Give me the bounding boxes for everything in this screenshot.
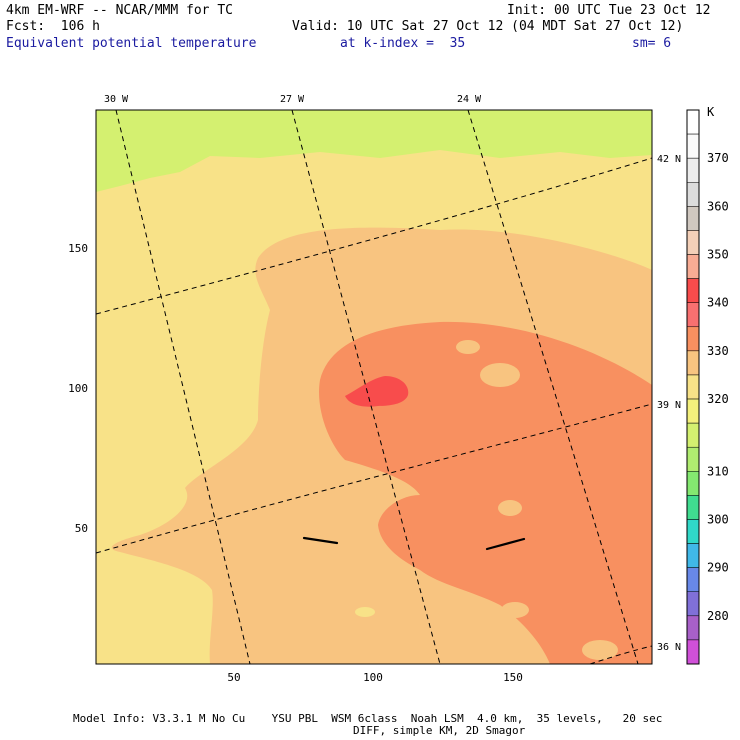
colorbar-label: 290 (707, 561, 729, 575)
k-index-label: at k-index = 35 (340, 36, 466, 51)
colorbar-label: 350 (707, 248, 729, 262)
colorbar-label: 280 (707, 609, 729, 623)
colorbar-label: 320 (707, 392, 729, 406)
meridian-27w (291, 110, 441, 664)
colorbar-swatch (686, 133, 700, 159)
colorbar-swatch (686, 639, 700, 665)
colorbar-label: 310 (707, 464, 729, 478)
model-title: 4km EM-WRF -- NCAR/MMM for TC (6, 3, 233, 18)
colorbar-swatch (686, 591, 700, 617)
colorbar-label: 330 (707, 344, 729, 358)
smoothing-label: sm= 6 (632, 36, 672, 51)
colorbar-swatch (686, 230, 700, 255)
graticule (96, 110, 652, 664)
colorbar-swatch (686, 109, 700, 135)
colorbar-swatch (686, 206, 700, 231)
colorbar-swatch (686, 350, 700, 376)
field-340-core (345, 376, 409, 407)
field-hole-6 (355, 607, 375, 617)
x-tick-50: 50 (227, 671, 240, 684)
colorbar-swatch (686, 543, 700, 568)
plot-frame (95, 109, 653, 665)
field-name: Equivalent potential temperature (6, 36, 257, 51)
wind-barb-2 (485, 537, 526, 551)
model-info-line1: Model Info: V3.3.1 M No Cu YSU PBL WSM 6… (73, 712, 663, 725)
y-tick-100: 100 (68, 382, 88, 395)
lon-label-24w: 24 W (457, 94, 482, 105)
colorbar-swatch (686, 519, 700, 544)
lat-label-36n: 36 N (657, 642, 681, 653)
colorbar-swatch (686, 278, 700, 303)
field-hole-3 (498, 500, 522, 516)
wind-barb-1 (302, 536, 339, 545)
meridian-24w (467, 110, 639, 664)
colorbar-swatch (686, 567, 700, 592)
colorbar-swatch (686, 182, 700, 207)
colorbar-swatch (686, 615, 700, 641)
lat-label-42n: 42 N (657, 154, 681, 165)
colorbar-label: 340 (707, 296, 729, 310)
lon-label-30w: 30 W (104, 94, 129, 105)
field-hole-2 (456, 340, 480, 354)
field-330-region (319, 321, 652, 664)
y-tick-150: 150 (68, 242, 88, 255)
colorbar-label: 300 (707, 512, 729, 526)
colorbar-label: 370 (707, 151, 729, 165)
lon-label-27w: 27 W (280, 94, 305, 105)
x-tick-100: 100 (363, 671, 383, 684)
field-hole-5 (582, 640, 618, 660)
colorbar: 370 360 350 340 330 320 310 300 290 280 (686, 109, 729, 665)
forecast-hour: Fcst: 106 h (6, 19, 100, 34)
valid-time: Valid: 10 UTC Sat 27 Oct 12 (04 MDT Sat … (292, 19, 684, 34)
colorbar-swatch (686, 326, 700, 352)
colorbar-swatch (686, 422, 700, 448)
colorbar-swatch (686, 157, 700, 183)
wind-barbs (302, 536, 526, 551)
colorbar-swatch (686, 398, 700, 424)
field-hole-4 (501, 602, 529, 618)
axis-ticks: 50 100 150 150 100 50 (68, 242, 523, 684)
colorbar-swatch (686, 302, 700, 328)
lat-label-39n: 39 N (657, 400, 681, 411)
colorbar-swatch (686, 471, 700, 496)
colorbar-swatch (686, 254, 700, 279)
parallel-42n (96, 157, 652, 315)
colorbar-swatch (686, 446, 700, 472)
init-time: Init: 00 UTC Tue 23 Oct 12 (507, 3, 711, 18)
colorbar-label: 360 (707, 199, 729, 213)
colorbar-frame (686, 109, 700, 665)
field-310-region (96, 110, 652, 192)
colorbar-unit: K (707, 105, 715, 119)
map-labels: 30 W 27 W 24 W 42 N 39 N 36 N (104, 94, 681, 653)
model-info-line2: DIFF, simple KM, 2D Smagor (353, 724, 526, 737)
y-tick-50: 50 (75, 522, 88, 535)
field-hole-1 (480, 363, 520, 387)
meridian-30w (115, 110, 251, 664)
parallel-39n (96, 403, 652, 554)
theta-e-field (96, 110, 652, 664)
colorbar-swatch (686, 495, 700, 520)
colorbar-swatch (686, 374, 700, 400)
x-tick-150: 150 (503, 671, 523, 684)
field-330-lobe (466, 496, 541, 560)
